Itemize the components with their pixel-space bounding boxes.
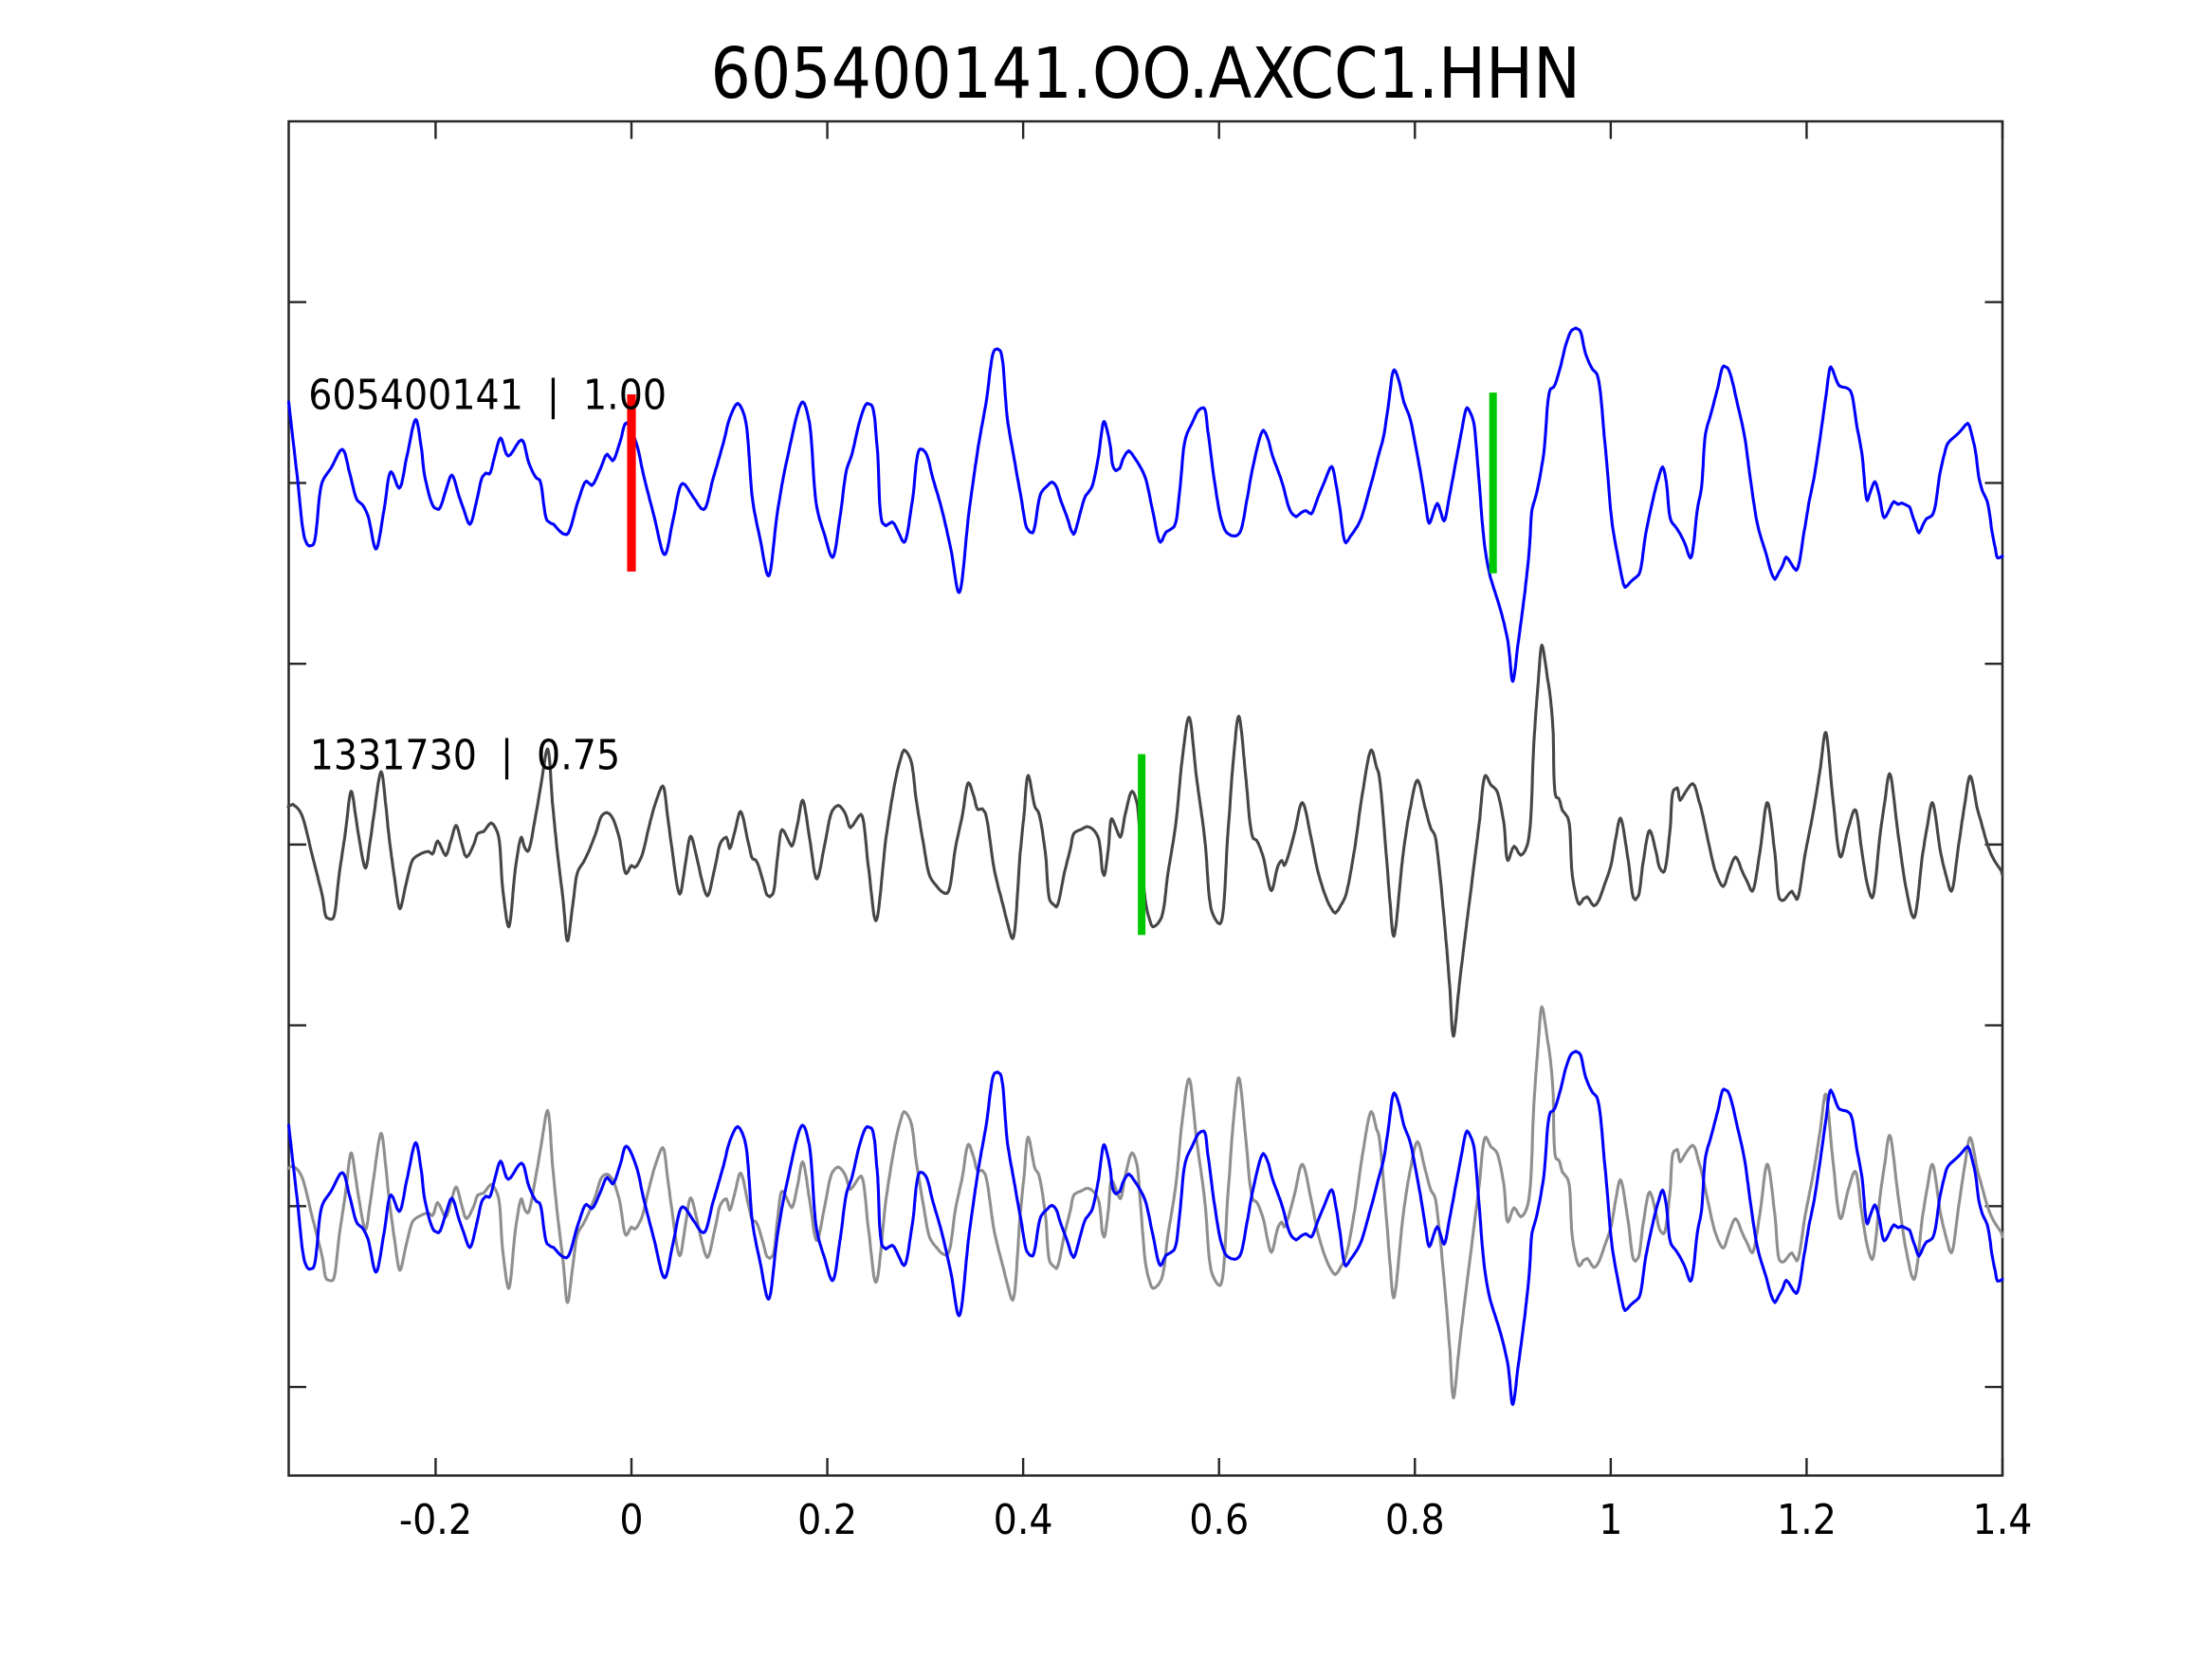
- x-tick-label-1.2: 1.2: [1777, 1496, 1837, 1544]
- trace-label-1: 1331730 | 0.75: [310, 732, 620, 780]
- x-tick-label--0.2: -0.2: [399, 1496, 472, 1544]
- plot-title: 605400141.OO.AXCC1.HHN: [711, 33, 1581, 115]
- axes-frame: [287, 119, 2004, 1477]
- x-tick-label-1: 1: [1599, 1496, 1622, 1544]
- x-tick-label-0.8: 0.8: [1385, 1496, 1445, 1544]
- x-tick-label-0.2: 0.2: [797, 1496, 857, 1544]
- trace-1331730: [286, 643, 2004, 1038]
- trace-overlay-1331730: [286, 1005, 2004, 1400]
- x-tick-label-0: 0: [619, 1496, 643, 1544]
- trace-605400141: [286, 326, 2004, 684]
- x-tick-label-0.6: 0.6: [1189, 1496, 1249, 1544]
- x-tick-label-1.4: 1.4: [1973, 1496, 2033, 1544]
- trace-overlay-605400141: [286, 1049, 2004, 1407]
- x-tick-label-0.4: 0.4: [994, 1496, 1053, 1544]
- trace-label-0: 605400141 | 1.00: [308, 371, 667, 419]
